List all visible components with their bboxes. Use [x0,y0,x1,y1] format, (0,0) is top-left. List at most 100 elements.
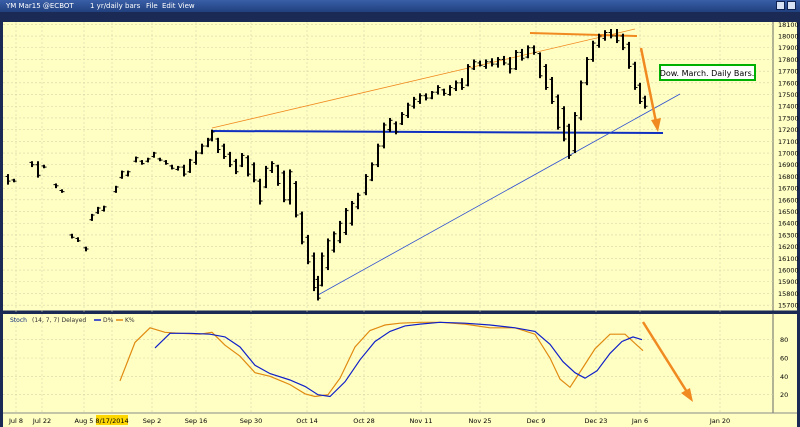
price-bar [405,102,411,118]
price-tick-label: 17300 [778,114,799,122]
price-bar [459,78,465,90]
price-bar [501,55,507,66]
date-tick-label: Sep 2 [143,417,161,425]
price-bar [101,205,107,212]
price-bar [53,183,59,189]
price-bar [5,174,11,185]
price-bar [355,192,361,210]
price-bar [169,164,175,170]
menu-edit[interactable]: Edit [162,2,176,10]
price-bar [519,48,525,61]
price-tick-label: 15700 [778,302,799,310]
symbol-label[interactable]: YM Mar15 @ECBOT [6,2,74,10]
stoch-params: (14, 7, 7) Delayed [32,317,86,324]
price-bar [441,88,447,96]
interval-label[interactable]: 1 yr/daily bars [90,2,141,10]
price-bar [69,233,75,239]
price-bar [145,157,151,163]
price-bar [133,156,139,163]
price-bar [566,123,572,159]
price-tick-label: 15900 [778,278,799,286]
price-bar [193,150,199,165]
top-line [529,32,638,37]
date-axis-panel [3,413,797,427]
price-bar [447,85,453,96]
price-tick-label: 18100 [778,21,799,29]
price-bar [331,231,337,253]
price-tick-label: 16900 [778,161,799,169]
price-bar [157,157,163,162]
price-tick-label: 17000 [778,150,799,158]
price-bar [299,211,305,245]
price-bar [83,246,89,252]
date-cursor-highlight [96,415,128,425]
price-tick-label: 17700 [778,68,799,76]
price-bar [293,181,299,218]
price-tick-label: 16800 [778,173,799,181]
price-tick-label: 18000 [778,33,799,41]
price-tick-label: 16000 [778,267,799,275]
price-tick-label: 16700 [778,185,799,193]
stoch-grid [3,339,773,395]
title-bar: YM Mar15 @ECBOT 1 yr/daily bars File Edi… [0,0,800,12]
date-tick-label: Jul 8 [8,417,23,425]
price-bar [119,170,125,179]
price-bar [275,164,281,186]
price-bar [381,122,387,149]
price-bar [555,94,561,130]
price-bar [632,61,638,90]
price-bar [319,252,325,287]
menu-file[interactable]: File [146,2,158,10]
price-bar [59,189,65,193]
price-bar [423,93,429,101]
price-bar [513,50,519,70]
menu-view[interactable]: View [178,2,195,10]
price-bar [287,169,293,205]
price-bar [369,162,375,182]
price-bar [602,30,608,41]
stoch-axis-panel [773,314,797,413]
price-bar [572,112,578,154]
minimize-button[interactable] [776,1,785,10]
price-bar [209,129,215,142]
price-bar [281,170,287,203]
price-tick-label: 17800 [778,56,799,64]
stoch-legend-k: K% [125,317,135,324]
price-bar [620,33,626,51]
price-bar [477,60,483,67]
price-bar [399,112,405,125]
price-bar [465,64,471,87]
stoch-tick-label: 40 [780,373,788,381]
price-bar [95,206,101,214]
stoch-tick-label: 60 [780,355,788,363]
price-tick-label: 16400 [778,220,799,228]
price-bar [531,45,537,55]
price-bar [221,143,227,159]
price-bar [411,96,417,109]
close-button[interactable] [787,1,796,10]
price-axis-panel [773,22,797,311]
price-bar [543,64,549,90]
date-tick-label: Jan 6 [631,417,648,425]
stoch-tick-label: 80 [780,336,788,344]
price-tick-label: 17600 [778,79,799,87]
price-bar [614,29,620,44]
price-bar [626,41,632,69]
price-bar [578,80,584,121]
annotation-box [659,64,756,81]
price-panel [3,22,773,311]
price-bar [453,80,459,92]
price-bar [325,238,331,271]
stoch-line-d [154,321,643,398]
price-bar [139,160,145,165]
price-bar [11,178,17,183]
price-bar [269,161,275,173]
stoch-axis-labels: 20 40 60 80 [780,336,788,399]
price-bar [35,161,41,178]
price-bar [251,162,257,183]
price-bar [41,164,47,169]
date-tick-label: Jul 22 [32,417,51,425]
price-bar [239,153,245,168]
date-tick-label: Dec 9 [527,417,546,425]
